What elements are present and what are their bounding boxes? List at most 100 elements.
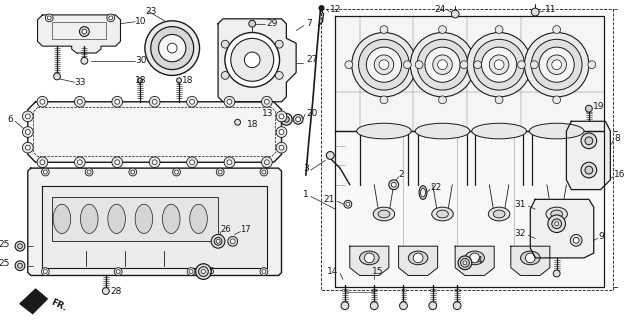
Circle shape xyxy=(159,35,186,62)
Circle shape xyxy=(262,270,266,274)
Polygon shape xyxy=(28,102,281,162)
Text: 8: 8 xyxy=(614,134,620,143)
Circle shape xyxy=(81,57,88,64)
Circle shape xyxy=(451,10,459,18)
Circle shape xyxy=(260,268,268,276)
Circle shape xyxy=(261,157,272,168)
Circle shape xyxy=(216,168,224,176)
Circle shape xyxy=(276,111,287,122)
Circle shape xyxy=(531,8,539,16)
Circle shape xyxy=(227,99,232,104)
Circle shape xyxy=(264,160,269,165)
Circle shape xyxy=(374,55,394,75)
Circle shape xyxy=(379,60,389,69)
Circle shape xyxy=(439,26,446,34)
Circle shape xyxy=(391,182,396,187)
Circle shape xyxy=(404,61,411,68)
Polygon shape xyxy=(399,246,437,276)
Polygon shape xyxy=(335,131,604,287)
Circle shape xyxy=(149,157,160,168)
Ellipse shape xyxy=(357,123,411,139)
Circle shape xyxy=(586,105,592,112)
Circle shape xyxy=(495,96,503,104)
Circle shape xyxy=(216,239,220,243)
Circle shape xyxy=(364,253,374,263)
Circle shape xyxy=(585,137,592,145)
Circle shape xyxy=(152,99,157,104)
Circle shape xyxy=(145,21,199,76)
Polygon shape xyxy=(335,16,604,131)
Circle shape xyxy=(389,180,399,189)
Circle shape xyxy=(79,27,89,36)
Circle shape xyxy=(461,258,469,267)
Circle shape xyxy=(276,72,283,79)
Text: 14: 14 xyxy=(327,267,338,276)
Text: 27: 27 xyxy=(306,55,318,64)
Circle shape xyxy=(107,14,114,22)
Circle shape xyxy=(425,47,460,82)
Circle shape xyxy=(41,168,49,176)
Text: 23: 23 xyxy=(145,6,156,16)
Circle shape xyxy=(231,38,274,81)
Circle shape xyxy=(262,170,266,174)
Circle shape xyxy=(43,170,48,174)
Circle shape xyxy=(177,78,181,83)
Circle shape xyxy=(547,55,566,75)
Polygon shape xyxy=(455,246,494,276)
Circle shape xyxy=(264,99,269,104)
Circle shape xyxy=(129,168,137,176)
Circle shape xyxy=(531,61,538,68)
Circle shape xyxy=(109,16,112,20)
Circle shape xyxy=(15,261,25,271)
Polygon shape xyxy=(38,15,121,53)
Circle shape xyxy=(168,43,177,53)
Circle shape xyxy=(276,127,287,137)
Text: 10: 10 xyxy=(135,17,147,26)
Text: 5: 5 xyxy=(208,267,214,276)
Circle shape xyxy=(548,215,566,233)
Circle shape xyxy=(152,160,157,165)
Ellipse shape xyxy=(419,186,427,199)
Circle shape xyxy=(474,61,481,68)
Text: 15: 15 xyxy=(372,267,384,276)
Ellipse shape xyxy=(107,204,126,234)
Circle shape xyxy=(234,119,241,125)
Polygon shape xyxy=(350,246,389,276)
Circle shape xyxy=(276,40,283,48)
Circle shape xyxy=(189,99,194,104)
Circle shape xyxy=(453,302,461,310)
Circle shape xyxy=(40,160,45,165)
Circle shape xyxy=(173,168,181,176)
Circle shape xyxy=(581,133,597,148)
Text: 3: 3 xyxy=(303,164,309,172)
Circle shape xyxy=(260,168,268,176)
Text: 9: 9 xyxy=(599,232,604,241)
Circle shape xyxy=(326,152,334,159)
Circle shape xyxy=(296,117,301,122)
Text: 20: 20 xyxy=(306,109,318,118)
Ellipse shape xyxy=(437,210,448,218)
Text: 11: 11 xyxy=(545,4,556,13)
Circle shape xyxy=(470,253,479,263)
Circle shape xyxy=(279,145,284,150)
Circle shape xyxy=(585,166,592,174)
Circle shape xyxy=(174,170,179,174)
Text: 13: 13 xyxy=(262,109,274,118)
Circle shape xyxy=(78,160,82,165)
Circle shape xyxy=(131,170,135,174)
Text: 2: 2 xyxy=(399,171,404,180)
Circle shape xyxy=(341,302,349,310)
Text: 25: 25 xyxy=(0,240,10,249)
Circle shape xyxy=(227,160,232,165)
Circle shape xyxy=(22,127,33,137)
Circle shape xyxy=(196,264,211,279)
Circle shape xyxy=(244,52,260,68)
Text: 31: 31 xyxy=(514,200,526,209)
Circle shape xyxy=(26,114,30,119)
Circle shape xyxy=(539,47,574,82)
Circle shape xyxy=(463,261,467,265)
Circle shape xyxy=(380,96,388,104)
Circle shape xyxy=(187,268,195,276)
Circle shape xyxy=(495,26,503,34)
Ellipse shape xyxy=(488,207,510,221)
